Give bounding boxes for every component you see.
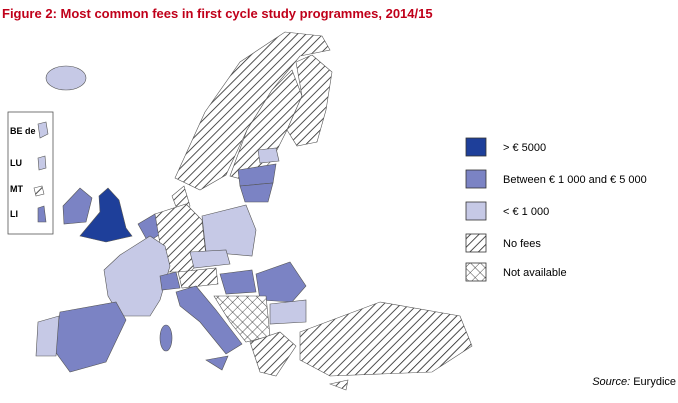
source: Source: Eurydice: [592, 376, 676, 388]
turkey: [299, 301, 473, 377]
austria: [177, 267, 219, 289]
figure-title: Figure 2: Most common fees in first cycl…: [2, 6, 433, 21]
sardinia: [159, 324, 173, 352]
legend-label: Between € 1 000 and € 5 000: [503, 174, 647, 186]
inset-label: BE de: [10, 126, 36, 136]
legend-label: Not available: [503, 267, 567, 279]
united-kingdom: [79, 187, 133, 243]
greece: [249, 331, 297, 377]
estonia: [257, 147, 280, 164]
legend-label: No fees: [503, 238, 541, 250]
bulgaria: [269, 299, 307, 325]
legend-swatch: [465, 233, 487, 253]
ireland: [62, 187, 93, 225]
inset-shape: [37, 121, 49, 139]
inset: BE de LU MT LI: [7, 111, 54, 235]
inset-label: LU: [10, 158, 22, 168]
legend-swatch: [465, 201, 487, 221]
source-label: Source:: [592, 376, 630, 388]
spain: [53, 301, 127, 373]
legend-label: < € 1 000: [503, 206, 549, 218]
lithuania: [239, 182, 274, 203]
iceland: [45, 65, 87, 91]
legend: > € 5000 Between € 1 000 and € 5 000 < € 1…: [465, 137, 647, 282]
czechia-slovakia: [189, 249, 231, 269]
legend-swatch: [465, 137, 487, 157]
italy: [175, 285, 243, 355]
legend-swatch: [465, 262, 487, 282]
inset-shape: [33, 185, 45, 197]
inset-label: MT: [10, 184, 23, 194]
sicily: [205, 355, 229, 371]
portugal: [35, 315, 60, 357]
inset-label: LI: [10, 209, 18, 219]
poland: [201, 204, 257, 257]
romania: [255, 261, 307, 303]
inset-shape: [37, 205, 47, 223]
western-balkans: [213, 295, 271, 343]
norway: [174, 31, 331, 191]
hungary: [219, 269, 257, 295]
finland: [286, 54, 333, 147]
legend-label: > € 5000: [503, 142, 546, 154]
switzerland: [159, 271, 181, 291]
source-text: Eurydice: [633, 376, 676, 388]
cyprus: [328, 379, 349, 391]
inset-shape: [37, 155, 47, 171]
map: [35, 31, 473, 391]
france: [103, 235, 171, 317]
legend-swatch: [465, 169, 487, 189]
